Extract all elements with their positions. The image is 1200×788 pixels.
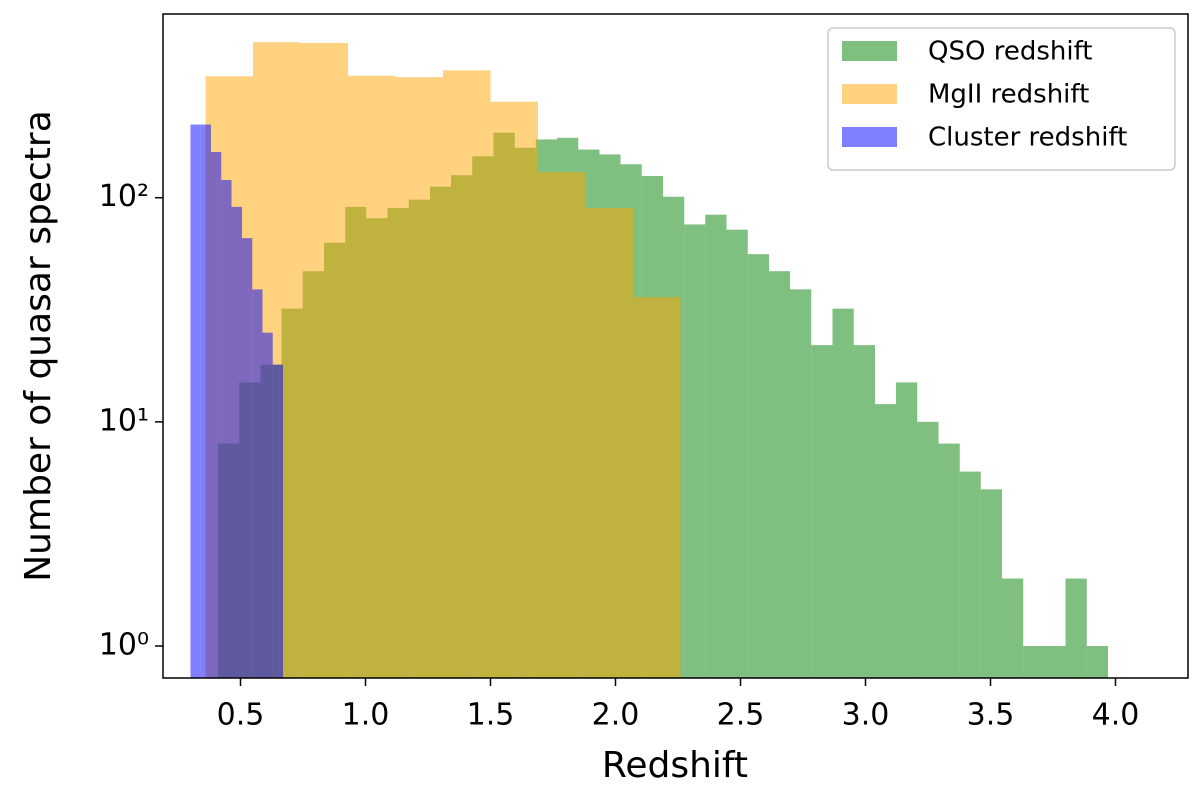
- x-tick-label: 0.5: [217, 698, 265, 733]
- legend-box: [827, 27, 1176, 171]
- x-tick-label: 2.0: [592, 698, 640, 733]
- histogram-bar: [272, 364, 283, 678]
- histogram-bar: [395, 77, 443, 678]
- histogram-bar: [252, 289, 263, 678]
- histogram-bar: [726, 229, 748, 679]
- histogram-bar: [221, 179, 232, 678]
- legend-swatch: [842, 41, 897, 61]
- histogram-bar: [896, 382, 918, 678]
- legend-label: QSO redshift: [928, 37, 1092, 67]
- histogram-bar: [490, 101, 538, 678]
- legend-swatch: [842, 84, 897, 104]
- histogram-bar: [1044, 646, 1066, 678]
- x-tick-label: 4.0: [1092, 698, 1140, 733]
- histogram-bar: [211, 151, 222, 679]
- y-tick-label: 10⁰: [99, 628, 149, 663]
- histogram-bar: [1065, 578, 1087, 678]
- histogram-series: [190, 124, 283, 679]
- x-tick-label: 1.5: [467, 698, 515, 733]
- x-tick-label: 1.0: [342, 698, 390, 733]
- histogram-bar: [959, 471, 981, 678]
- histogram-bar: [348, 75, 396, 678]
- histogram-bar: [443, 70, 491, 678]
- histogram-bar: [938, 443, 960, 678]
- histogram-bar: [190, 124, 201, 678]
- histogram-bar: [747, 254, 769, 678]
- histogram-bar: [231, 206, 242, 678]
- histogram-bar: [585, 207, 633, 678]
- legend-swatch: [842, 127, 897, 147]
- y-axis-label: Number of quasar spectra: [18, 110, 59, 582]
- histogram-bar: [1023, 646, 1045, 678]
- histogram-bar: [811, 345, 833, 678]
- histogram-bar: [633, 297, 681, 678]
- histogram-bar: [769, 271, 790, 678]
- histogram-bar: [1002, 578, 1024, 678]
- legend-label: MgII redshift: [928, 80, 1089, 110]
- histogram-bar: [790, 289, 812, 678]
- y-tick-label: 10¹: [99, 403, 149, 438]
- x-tick-label: 3.5: [967, 698, 1015, 733]
- y-tick-label: 10²: [99, 179, 149, 214]
- histogram-bar: [684, 224, 706, 678]
- plot-frame: [162, 13, 1189, 679]
- x-tick-label: 2.5: [717, 698, 765, 733]
- x-tick-label: 3.0: [842, 698, 890, 733]
- histogram-bar: [242, 238, 253, 678]
- histogram-bar: [262, 332, 273, 678]
- histogram-bar: [917, 421, 939, 678]
- histogram-bar: [875, 404, 896, 678]
- histogram-bar: [832, 308, 854, 678]
- histogram-bar: [853, 345, 875, 678]
- legend-label: Cluster redshift: [928, 123, 1127, 153]
- histogram-bar: [705, 214, 727, 679]
- histogram-bar: [980, 489, 1002, 678]
- histogram-bar: [200, 124, 211, 678]
- histogram-bar: [538, 172, 586, 678]
- histogram-bar: [1086, 646, 1108, 678]
- histogram-bar: [300, 42, 348, 679]
- x-axis-label: Redshift: [602, 745, 748, 786]
